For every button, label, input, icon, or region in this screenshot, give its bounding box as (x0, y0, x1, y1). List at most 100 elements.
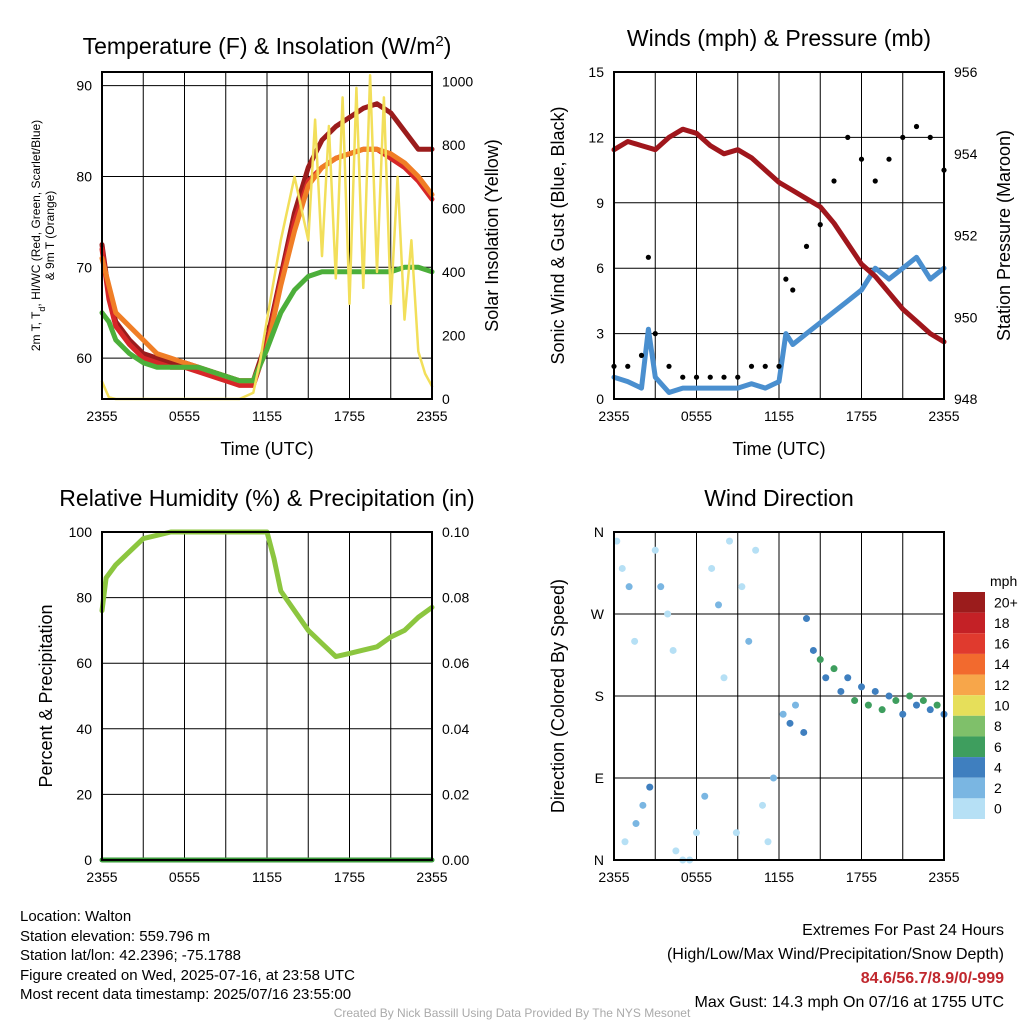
direction-point (693, 829, 700, 837)
colorbar-swatch (953, 633, 985, 654)
direction-point (885, 692, 893, 700)
y-tick-label: 100 (69, 524, 93, 540)
direction-point (837, 687, 845, 695)
y-axis-label: Direction (Colored By Speed) (548, 579, 568, 813)
colorbar-label: 18 (994, 615, 1010, 631)
y-tick-label: 20 (76, 786, 92, 802)
y-axis-label: 2m T, Td, HI/WC (Red, Green, Scarlet/Blu… (29, 120, 47, 351)
station-info: Location: Walton Station elevation: 559.… (20, 907, 355, 1005)
colorbar-label: 8 (994, 718, 1002, 734)
direction-point (878, 706, 886, 714)
direction-point (646, 783, 654, 791)
colorbar-label: 10 (994, 698, 1010, 714)
chart-title: Winds (mph) & Pressure (mb) (627, 25, 931, 51)
gust-point (638, 352, 645, 358)
y-tick-label: E (595, 770, 604, 786)
x-tick-label: 0555 (681, 869, 712, 885)
x-tick-label: 1155 (252, 869, 282, 885)
extremes-subheading: (High/Low/Max Wind/Precipitation/Snow De… (666, 946, 1004, 963)
colorbar-label: 16 (994, 636, 1010, 652)
chart-2: Winds (mph) & Pressure (mb) 2355 0555 1155 1… (548, 25, 1014, 459)
x-tick-label: 1755 (334, 869, 365, 885)
direction-point (651, 546, 659, 554)
extremes-block: Extremes For Past 24 Hours (High/Low/Max… (667, 919, 1004, 1015)
x-tick-label: 2355 (416, 408, 447, 424)
direction-point (822, 674, 830, 682)
x-tick-label: 2355 (598, 869, 629, 885)
x-tick-label: 2355 (598, 408, 629, 424)
colorbar-label: 12 (994, 677, 1010, 693)
colorbar-label: 6 (994, 739, 1002, 755)
y-tick-label: 0 (84, 852, 92, 868)
y2-axis-label: Solar Insolation (Yellow) (482, 139, 502, 331)
gust-point (900, 134, 906, 140)
direction-point (851, 697, 859, 705)
gust-point (645, 254, 651, 260)
direction-point (745, 637, 753, 645)
y-tick-label: N (594, 852, 604, 868)
direction-point (752, 546, 760, 554)
y-tick-label: 90 (76, 78, 92, 94)
y-axis-label: Sonic Wind & Gust (Blue, Black) (548, 106, 568, 364)
direction-point (899, 710, 907, 718)
direction-point (708, 564, 716, 572)
direction-point (844, 674, 852, 682)
x-axis-label: Time (UTC) (220, 439, 313, 459)
direction-point (621, 838, 629, 846)
gust-point (927, 134, 933, 140)
gust-point (735, 374, 741, 380)
chart-title: Relative Humidity (%) & Precipitation (i… (59, 485, 474, 511)
y-tick-label: 80 (76, 590, 92, 606)
recent-text: Most recent data timestamp: 2025/07/16 2… (20, 986, 352, 1003)
direction-point (669, 646, 677, 654)
x-tick-label: 1755 (846, 869, 877, 885)
gust-point (693, 374, 700, 380)
y-tick-label: W (591, 606, 605, 622)
y2-tick-label: 0.00 (442, 852, 469, 868)
colorbar-swatch (953, 777, 985, 799)
gust-point (913, 123, 920, 130)
direction-point (701, 792, 709, 800)
colorbar-label: 0 (994, 801, 1002, 817)
y-tick-label: 6 (596, 260, 604, 276)
gust-point (680, 374, 686, 380)
colorbar-swatch (953, 715, 985, 737)
gust-point (762, 363, 768, 369)
y-label-part: 2m T, T (29, 311, 43, 351)
y-tick-label: S (595, 688, 604, 704)
elevation-text: Station elevation: 559.796 m (20, 927, 211, 945)
y2-tick-label: 956 (954, 64, 978, 80)
y2-tick-label: 950 (954, 309, 978, 325)
colorbar: mph 20+ 18 16 14 12 10 8 6 4 2 0 (953, 573, 1018, 819)
direction-point (871, 687, 879, 695)
colorbar-label: 14 (994, 656, 1010, 672)
x-tick-label: 1155 (252, 408, 282, 424)
direction-point (664, 610, 672, 618)
gust-point (652, 331, 658, 337)
x-tick-label: 0555 (169, 869, 200, 885)
plot-frame (101, 71, 433, 400)
y-tick-label: N (594, 524, 604, 540)
gust-point (666, 363, 672, 369)
y2-tick-label: 948 (954, 391, 978, 407)
x-tick-label: 1155 (764, 869, 794, 885)
direction-point (632, 820, 640, 828)
colorbar-swatch (953, 674, 985, 696)
credit-text: Created By Nick Bassill Using Data Provi… (333, 1006, 691, 1020)
colorbar-swatch (953, 757, 985, 778)
direction-point (779, 710, 787, 718)
plot-frame (101, 531, 433, 861)
y-axis-label: Percent & Precipitation (36, 604, 56, 787)
title-superscript: 2 (435, 33, 443, 50)
colorbar-label: 4 (994, 759, 1002, 775)
y2-tick-label: 954 (954, 146, 978, 162)
title-rest: ) (444, 33, 452, 59)
colorbar-swatch (953, 592, 985, 613)
colorbar-label: 20+ (994, 594, 1018, 610)
y-tick-label: 3 (596, 326, 604, 342)
y2-tick-label: 200 (442, 328, 466, 344)
gust-point (721, 374, 727, 380)
colorbar-label: 2 (994, 780, 1002, 796)
direction-point (792, 701, 799, 709)
